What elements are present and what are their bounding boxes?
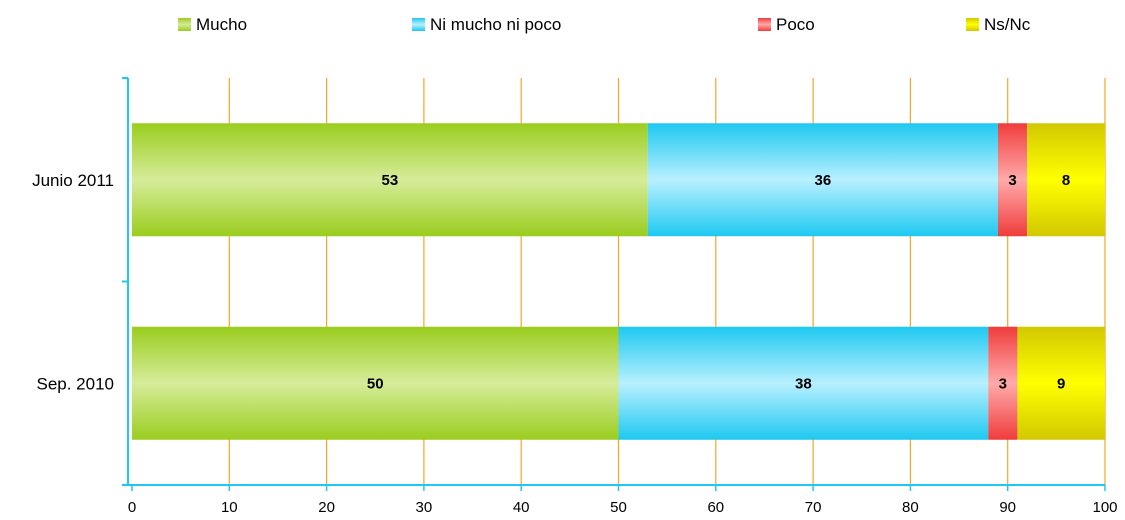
bar-sep-2010-poco bbox=[988, 326, 1018, 440]
x-tick-label-70: 70 bbox=[805, 499, 822, 516]
legend-swatch-poco bbox=[758, 18, 771, 31]
x-tick-label-90: 90 bbox=[999, 499, 1016, 516]
bar-sep-2010-ni-mucho-ni-poco bbox=[618, 326, 989, 440]
legend-label-ns-nc: Ns/Nc bbox=[984, 15, 1031, 34]
legend-label-mucho: Mucho bbox=[196, 15, 247, 34]
data-label-sep-2010-poco: 3 bbox=[999, 375, 1007, 392]
x-tick-label-10: 10 bbox=[221, 499, 238, 516]
x-tick-label-0: 0 bbox=[128, 499, 136, 516]
data-label-junio-2011-ni-mucho-ni-poco: 36 bbox=[814, 172, 831, 189]
axis-labels: Junio 2011 Sep. 2010 0 10 20 30 40 50 60 70 80 90 10… bbox=[32, 171, 1117, 516]
x-tick-label-20: 20 bbox=[318, 499, 335, 516]
bar-sep-2010-ns-nc bbox=[1017, 326, 1105, 440]
axes bbox=[122, 77, 1106, 491]
x-tick-label-80: 80 bbox=[902, 499, 919, 516]
bar-sep-2010-mucho bbox=[132, 326, 619, 440]
data-label-junio-2011-poco: 3 bbox=[1008, 172, 1016, 189]
x-tick-label-40: 40 bbox=[513, 499, 530, 516]
data-label-junio-2011-ns-nc: 8 bbox=[1062, 172, 1070, 189]
bar-junio-2011-ns-nc bbox=[1027, 123, 1105, 237]
bar-junio-2011-mucho bbox=[132, 123, 648, 237]
bar-junio-2011-poco bbox=[997, 123, 1028, 237]
data-label-sep-2010-ni-mucho-ni-poco: 38 bbox=[795, 375, 812, 392]
legend-label-ni-mucho-ni-poco: Ni mucho ni poco bbox=[430, 15, 561, 34]
x-tick-label-100: 100 bbox=[1092, 499, 1117, 516]
x-tick-label-30: 30 bbox=[416, 499, 433, 516]
category-label-junio-2011: Junio 2011 bbox=[32, 171, 114, 190]
legend-swatch-mucho bbox=[178, 18, 191, 31]
legend-swatch-ns-nc bbox=[966, 18, 979, 31]
category-label-sep-2010: Sep. 2010 bbox=[36, 374, 114, 393]
data-label-sep-2010-ns-nc: 9 bbox=[1057, 375, 1065, 392]
legend: Mucho Ni mucho ni poco Poco Ns/Nc bbox=[178, 15, 1031, 34]
x-tick-label-50: 50 bbox=[610, 499, 627, 516]
legend-label-poco: Poco bbox=[776, 15, 815, 34]
legend-swatch-ni-mucho-ni-poco bbox=[412, 18, 425, 31]
bars: 53 36 3 850 38 3 9 bbox=[132, 123, 1105, 440]
data-label-sep-2010-mucho: 50 bbox=[367, 375, 384, 392]
x-tick-label-60: 60 bbox=[707, 499, 724, 516]
bar-junio-2011-ni-mucho-ni-poco bbox=[647, 123, 998, 237]
data-label-junio-2011-mucho: 53 bbox=[382, 172, 399, 189]
